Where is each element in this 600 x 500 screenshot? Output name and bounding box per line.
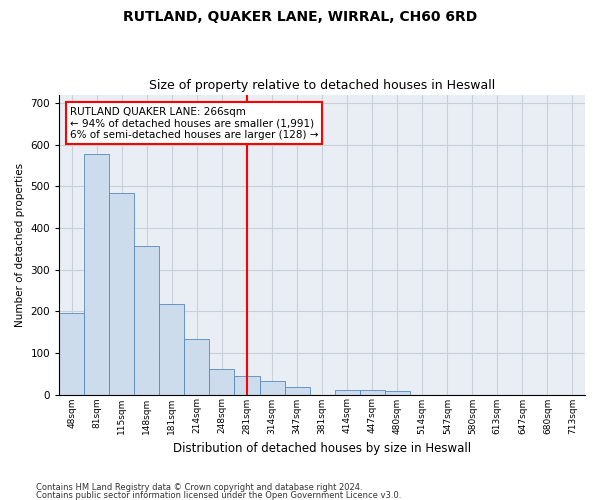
Bar bbox=[84, 154, 109, 394]
Bar bbox=[59, 313, 84, 394]
Bar bbox=[260, 381, 284, 394]
Text: RUTLAND QUAKER LANE: 266sqm
← 94% of detached houses are smaller (1,991)
6% of s: RUTLAND QUAKER LANE: 266sqm ← 94% of det… bbox=[70, 106, 318, 140]
Text: RUTLAND, QUAKER LANE, WIRRAL, CH60 6RD: RUTLAND, QUAKER LANE, WIRRAL, CH60 6RD bbox=[123, 10, 477, 24]
Title: Size of property relative to detached houses in Heswall: Size of property relative to detached ho… bbox=[149, 79, 495, 92]
Text: Contains public sector information licensed under the Open Government Licence v3: Contains public sector information licen… bbox=[36, 490, 401, 500]
Bar bbox=[385, 391, 410, 394]
Bar bbox=[209, 369, 235, 394]
Text: Contains HM Land Registry data © Crown copyright and database right 2024.: Contains HM Land Registry data © Crown c… bbox=[36, 484, 362, 492]
Bar bbox=[184, 339, 209, 394]
Bar bbox=[359, 390, 385, 394]
Y-axis label: Number of detached properties: Number of detached properties bbox=[15, 162, 25, 326]
Bar bbox=[109, 193, 134, 394]
Bar bbox=[335, 390, 359, 394]
X-axis label: Distribution of detached houses by size in Heswall: Distribution of detached houses by size … bbox=[173, 442, 471, 455]
Bar bbox=[284, 387, 310, 394]
Bar bbox=[160, 304, 184, 394]
Bar bbox=[235, 376, 260, 394]
Bar bbox=[134, 246, 160, 394]
